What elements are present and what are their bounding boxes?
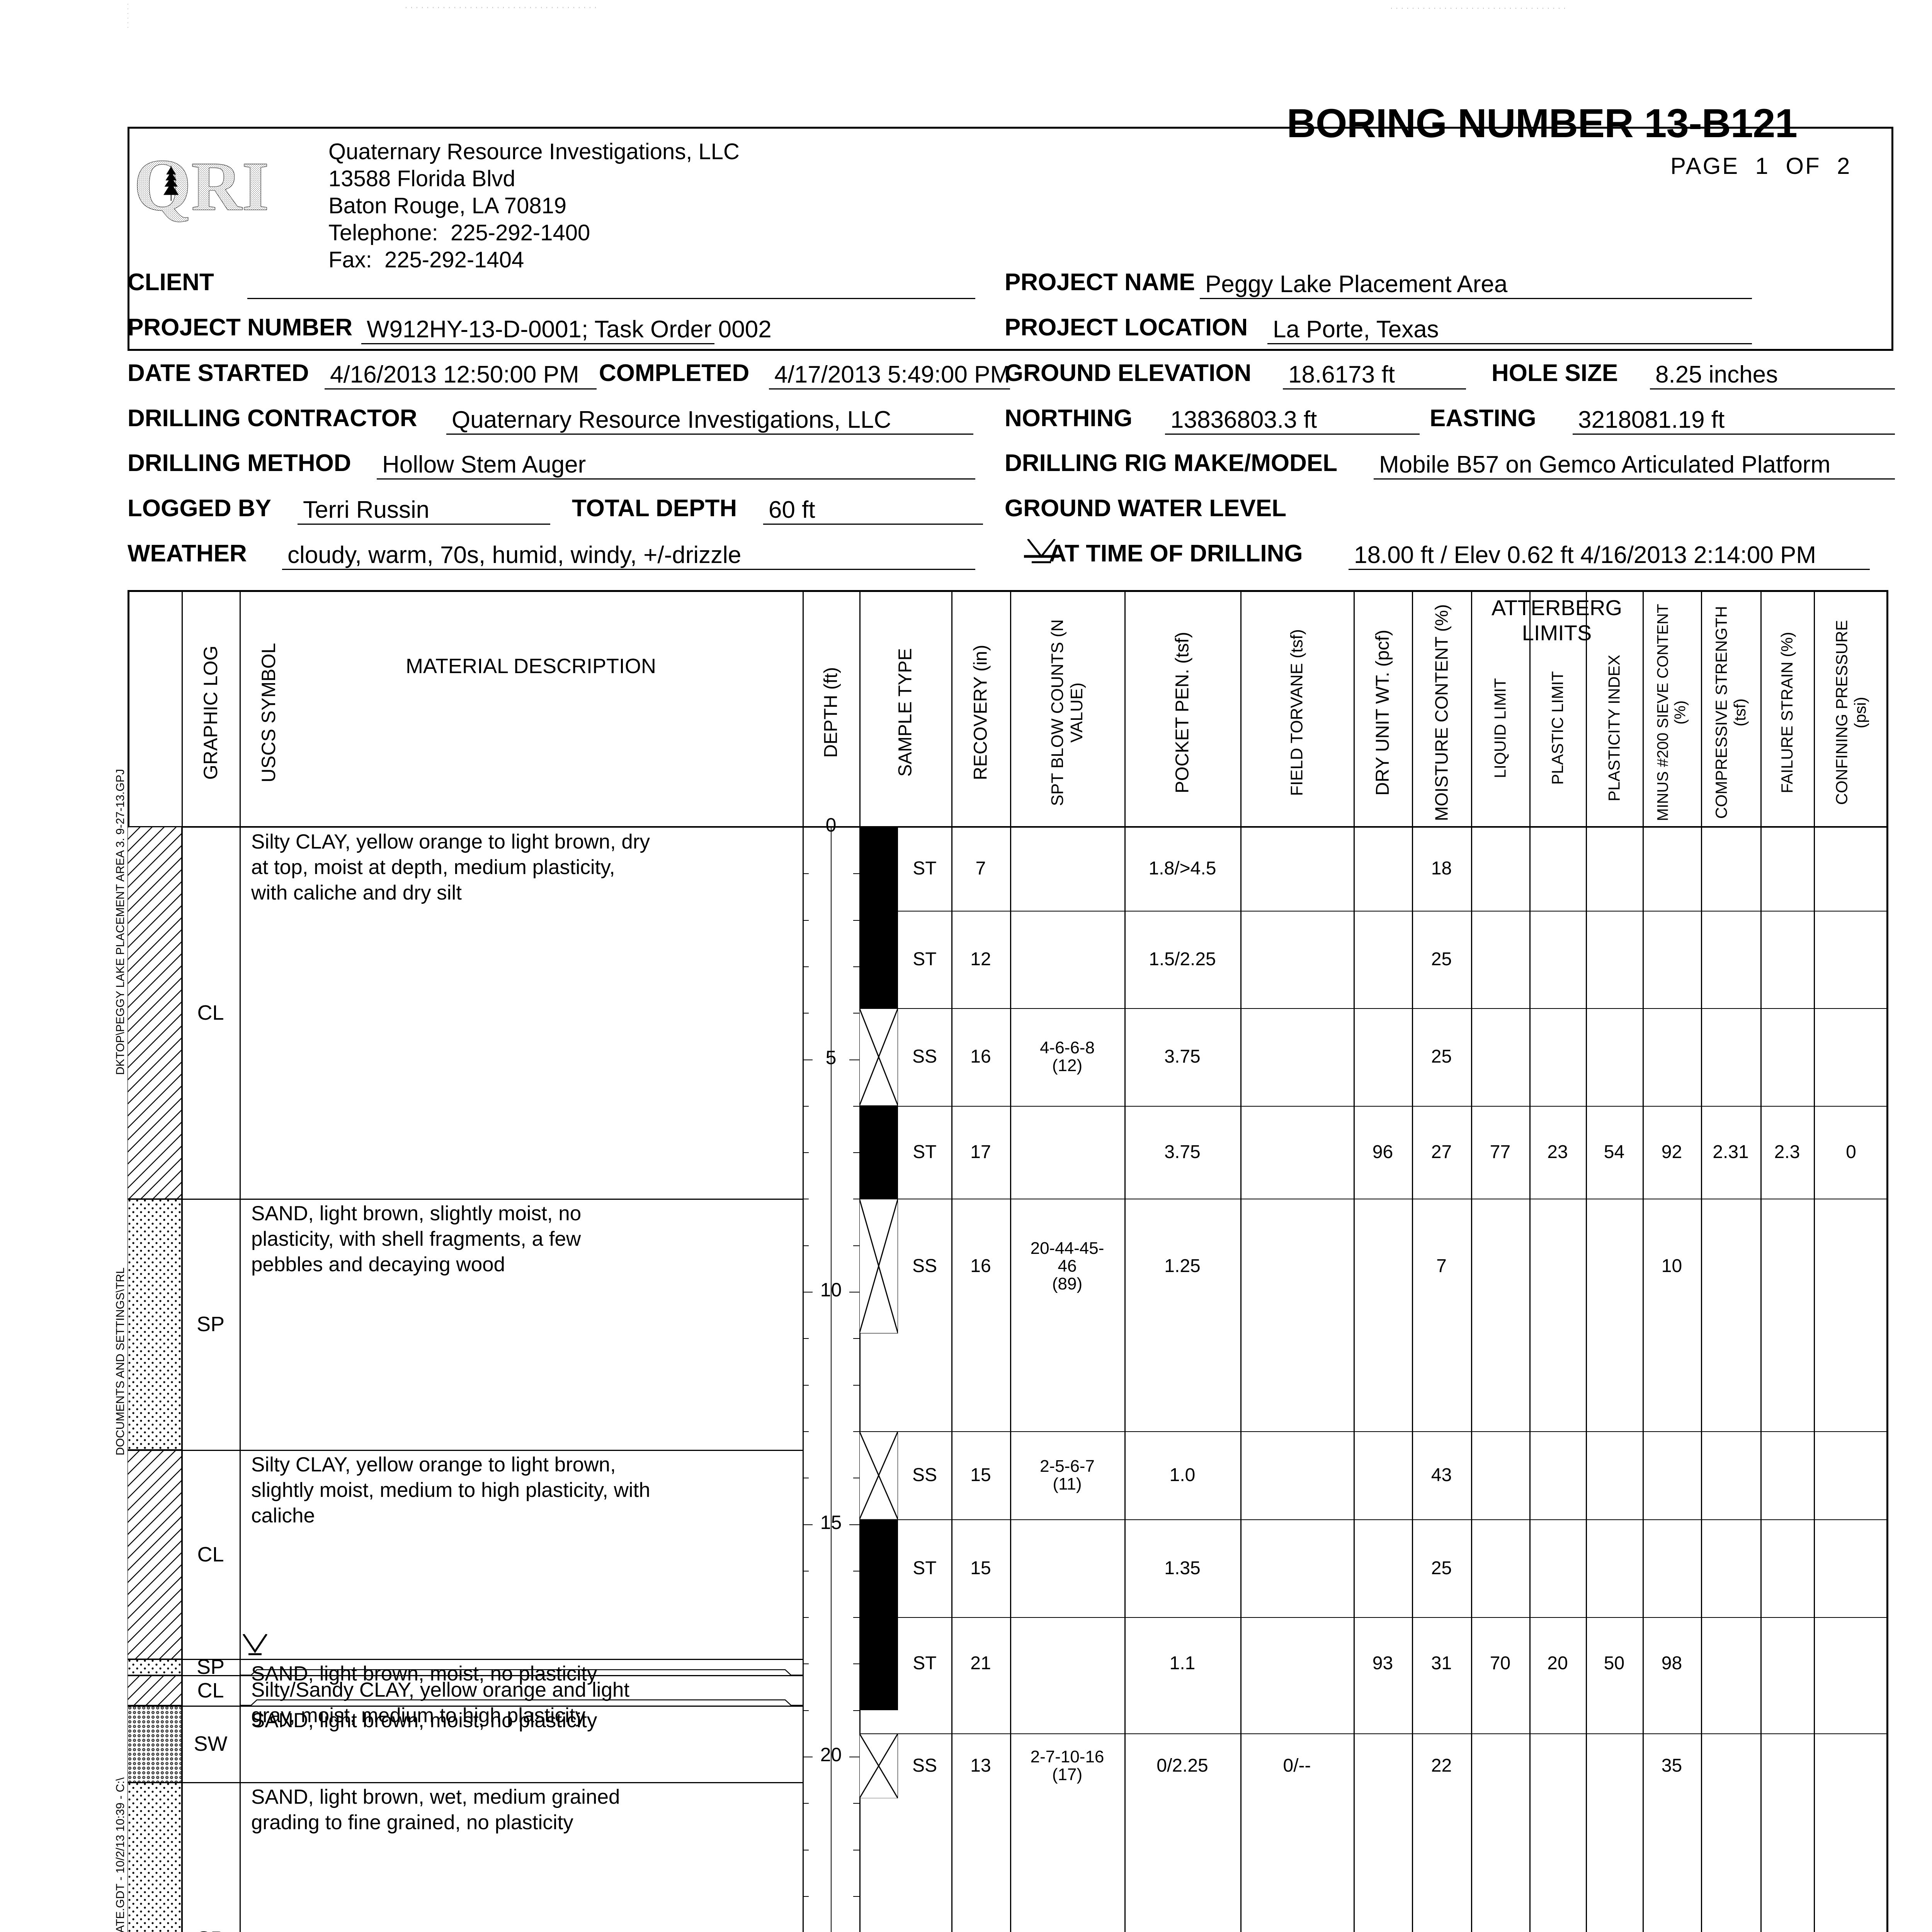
svg-text:RI: RI	[191, 148, 269, 224]
svg-text:Q: Q	[136, 144, 191, 224]
